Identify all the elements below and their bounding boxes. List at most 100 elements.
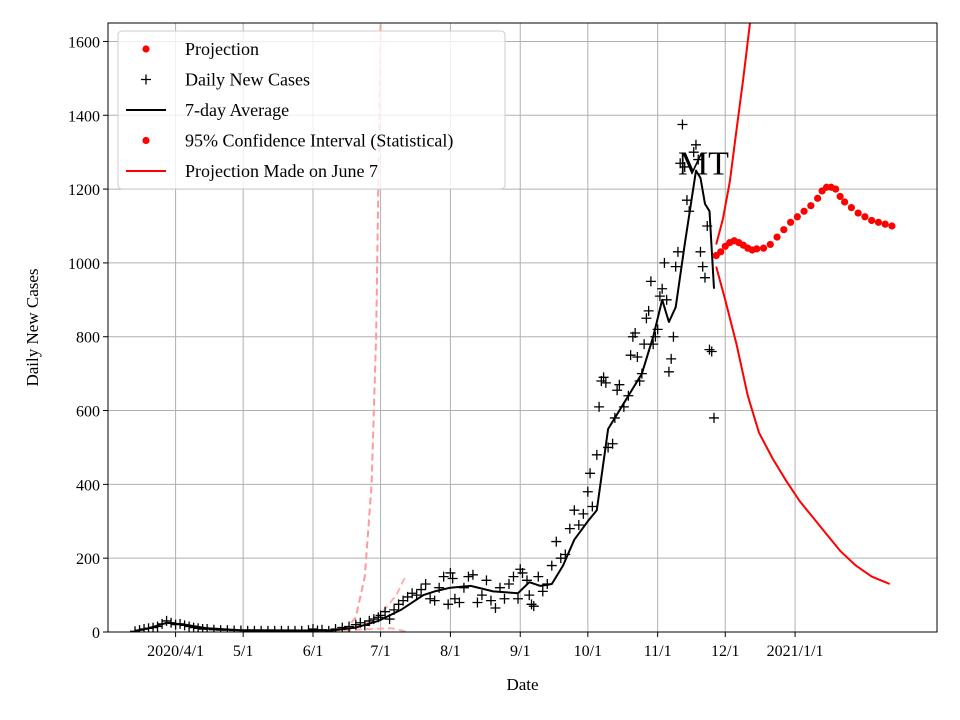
daily-new-cases-point <box>598 372 609 383</box>
daily-new-cases-point <box>708 412 719 423</box>
daily-new-cases-point <box>551 536 562 547</box>
7-day-average-line <box>134 169 715 632</box>
projection-point <box>793 213 801 221</box>
daily-new-cases-point <box>591 449 602 460</box>
daily-new-cases-point <box>508 571 519 582</box>
daily-new-cases-point <box>429 595 440 606</box>
daily-new-cases-point <box>533 571 544 582</box>
daily-new-cases-point <box>663 366 674 377</box>
daily-new-cases-point <box>677 119 688 130</box>
projection-point <box>780 226 788 234</box>
projection-point <box>861 213 869 221</box>
daily-new-cases-point <box>564 523 575 534</box>
daily-new-cases-point <box>337 622 348 632</box>
daily-new-cases-point <box>573 519 584 530</box>
daily-new-cases-point <box>607 438 618 449</box>
daily-new-cases-point <box>524 590 535 601</box>
daily-new-cases-point <box>654 291 665 302</box>
legend-label: Projection <box>185 39 259 59</box>
daily-new-cases-point <box>443 599 454 610</box>
x-tick-label: 2021/1/1 <box>767 643 824 660</box>
daily-new-cases-point <box>503 579 514 590</box>
legend-label: Daily New Cases <box>185 70 310 90</box>
daily-new-cases-point <box>695 246 706 257</box>
daily-new-cases-point <box>537 586 548 597</box>
y-tick-label: 400 <box>76 477 100 494</box>
series-layer <box>130 23 896 632</box>
daily-new-cases-point <box>630 328 641 339</box>
projection-point <box>753 245 761 253</box>
legend-item-projection-made-on-june-7: Projection Made on June 7 <box>126 161 378 181</box>
x-axis-label: Date <box>506 675 538 694</box>
legend-item-projection: Projection <box>142 39 259 59</box>
daily-new-cases-point <box>697 261 708 272</box>
daily-new-cases-point <box>481 575 492 586</box>
daily-new-cases-point <box>648 339 659 350</box>
ticks: 2020/4/1 5/1 6/1 7/1 8/1 9/1 10/1 11/1 12/1 2021/… <box>68 34 824 660</box>
legend-label: 95% Confidence Interval (Statistical) <box>185 131 453 152</box>
legend-item-daily-new-cases: Daily New Cases <box>141 70 310 90</box>
95-confidence-interval-statistical-line <box>715 23 751 245</box>
daily-new-cases-point <box>661 294 672 305</box>
legend-label: 7-day Average <box>185 100 289 120</box>
daily-new-cases-point <box>585 468 596 479</box>
x-tick-label: 7/1 <box>370 643 390 660</box>
daily-new-cases-point <box>485 595 496 606</box>
daily-new-cases-point <box>526 599 537 610</box>
daily-new-cases-point <box>438 571 449 582</box>
x-tick-label: 10/1 <box>574 643 602 660</box>
y-tick-label: 800 <box>76 330 100 347</box>
daily-new-cases-point <box>688 147 699 158</box>
projection-point <box>868 216 876 225</box>
daily-new-cases-point <box>645 276 656 287</box>
legend-box <box>117 30 506 190</box>
daily-new-cases-point <box>699 272 710 283</box>
x-tick-label: 11/1 <box>644 643 672 660</box>
x-tick-label: 2020/4/1 <box>147 643 204 660</box>
daily-new-cases-point <box>672 246 683 257</box>
projection-point <box>717 248 725 256</box>
y-tick-label: 1400 <box>68 108 100 125</box>
daily-new-cases-point <box>490 603 501 614</box>
y-tick-label: 0 <box>92 625 100 642</box>
daily-new-cases-point <box>445 567 456 578</box>
daily-new-cases-point <box>666 353 677 364</box>
daily-new-cases-point <box>416 584 427 595</box>
daily-new-cases-point <box>641 313 652 324</box>
daily-new-cases-point <box>130 626 141 632</box>
daily-new-cases-point <box>476 590 487 601</box>
legend-marker-dot <box>142 45 150 53</box>
projection-point <box>836 192 844 201</box>
daily-new-cases-point <box>704 344 715 355</box>
y-axis-label: Daily New Cases <box>23 268 42 386</box>
daily-new-cases-point <box>659 257 670 268</box>
daily-new-cases-point <box>594 401 605 412</box>
daily-new-cases-point <box>344 621 355 632</box>
x-tick-label: 9/1 <box>510 643 530 660</box>
daily-new-cases-point <box>681 195 692 206</box>
legend-marker-dot <box>142 136 150 145</box>
legend-label: Projection Made on June 7 <box>185 161 378 181</box>
projection-point <box>888 222 896 230</box>
projection-point <box>841 198 849 206</box>
y-tick-label: 1200 <box>68 182 100 199</box>
daily-new-cases-point <box>467 569 478 580</box>
x-tick-label: 8/1 <box>440 643 460 660</box>
y-tick-label: 1000 <box>68 256 100 273</box>
daily-new-cases-point <box>600 377 611 388</box>
projection-point <box>759 244 768 252</box>
x-tick-label: 5/1 <box>233 643 253 660</box>
daily-new-cases-point <box>546 560 557 571</box>
projection-point <box>854 209 862 217</box>
projection-point <box>847 203 855 212</box>
daily-new-cases-point <box>582 486 593 497</box>
daily-new-cases-point <box>587 501 598 512</box>
projection-point <box>786 218 795 226</box>
daily-new-cases-point <box>447 573 458 584</box>
daily-new-cases-point <box>578 508 589 519</box>
daily-new-cases-point <box>420 579 431 590</box>
daily-new-cases-point <box>472 597 483 608</box>
daily-new-cases-point <box>499 593 510 604</box>
daily-new-cases-point <box>670 261 681 272</box>
daily-new-cases-point <box>668 331 679 342</box>
